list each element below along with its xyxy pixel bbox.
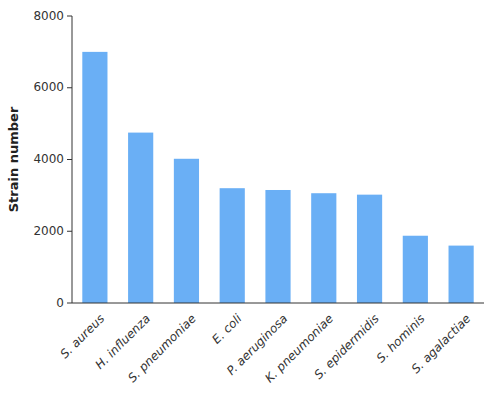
- y-axis: 0 2000 4000 6000 8000: [33, 9, 72, 310]
- bar: [311, 193, 336, 303]
- y-tick: [67, 303, 72, 304]
- bar: [174, 159, 199, 303]
- bar: [220, 188, 245, 303]
- bar: [403, 236, 428, 303]
- y-tick-label: 8000: [33, 9, 64, 23]
- chart-container: 0 2000 4000 6000 8000 Strain number S. aureusH…: [0, 0, 500, 415]
- chart-svg: 0 2000 4000 6000 8000 Strain number S. aureusH…: [0, 0, 500, 415]
- y-tick: [67, 87, 72, 88]
- x-tick-label: S. agalactiae: [409, 311, 474, 376]
- x-tick-label: S. epidermidis: [311, 311, 382, 382]
- y-tick-label: 0: [56, 296, 64, 310]
- x-axis: S. aureusH. influenzaS. pneumoniaeE. col…: [57, 303, 484, 385]
- y-tick: [67, 159, 72, 160]
- x-tick-label: E. coli: [209, 311, 245, 347]
- y-tick: [67, 16, 72, 17]
- bar: [128, 133, 153, 303]
- x-axis-line: [72, 303, 484, 304]
- y-axis-label: Strain number: [6, 106, 21, 212]
- bar: [82, 52, 107, 303]
- y-tick-label: 2000: [33, 224, 64, 238]
- bars: [82, 52, 473, 303]
- y-tick-label: 4000: [33, 152, 64, 166]
- bar: [449, 246, 474, 303]
- x-tick-label: S. pneumoniae: [125, 311, 199, 385]
- bar: [265, 190, 290, 303]
- y-tick-label: 6000: [33, 80, 64, 94]
- y-tick: [67, 231, 72, 232]
- bar: [357, 195, 382, 303]
